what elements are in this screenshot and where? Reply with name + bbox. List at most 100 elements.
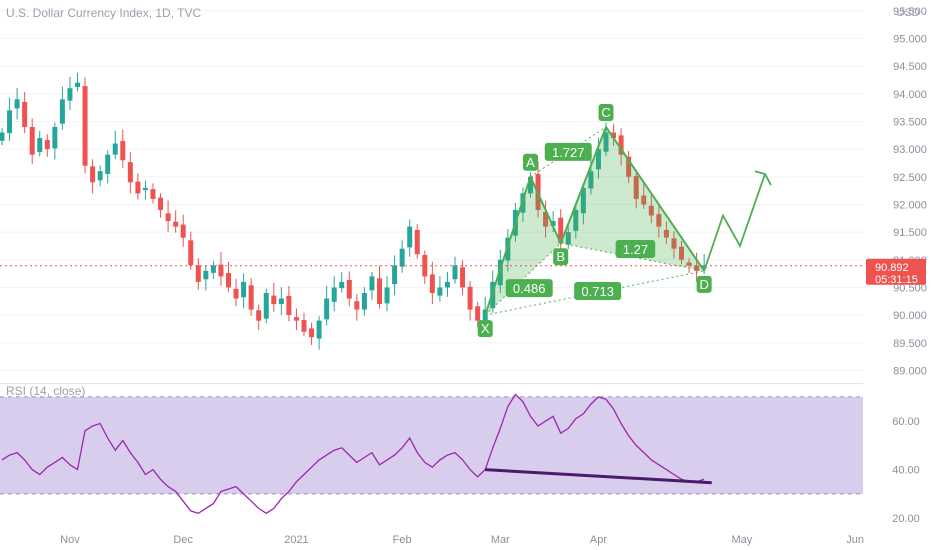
candle[interactable] bbox=[354, 293, 360, 321]
price-axis[interactable]: 95.500 95.000 94.500 94.000 93.500 93.000 92.5… bbox=[893, 6, 927, 378]
candle[interactable] bbox=[75, 72, 80, 92]
candle[interactable] bbox=[180, 214, 186, 248]
harmonic-pattern[interactable]: X A B C D 1.727 0.486 1.27 0.713 bbox=[477, 103, 712, 338]
candle[interactable] bbox=[286, 285, 292, 322]
candle[interactable] bbox=[444, 271, 450, 297]
candle[interactable] bbox=[67, 76, 73, 111]
candle[interactable] bbox=[422, 250, 428, 285]
divergence-line[interactable] bbox=[485, 468, 712, 485]
candle[interactable] bbox=[22, 92, 28, 134]
candle[interactable] bbox=[656, 204, 662, 238]
candle[interactable] bbox=[339, 271, 345, 293]
pattern-point-d[interactable]: D bbox=[696, 275, 712, 293]
candle[interactable] bbox=[467, 280, 473, 321]
candle[interactable] bbox=[82, 77, 88, 174]
rsi-axis[interactable]: 60.00 40.00 20.00 bbox=[892, 416, 920, 525]
candle[interactable] bbox=[369, 271, 375, 300]
candle[interactable] bbox=[233, 278, 239, 307]
candle[interactable] bbox=[648, 194, 654, 224]
candle[interactable] bbox=[611, 123, 617, 146]
candle[interactable] bbox=[195, 258, 201, 290]
candle[interactable] bbox=[407, 219, 413, 257]
candle[interactable] bbox=[641, 182, 647, 209]
candle[interactable] bbox=[663, 221, 669, 244]
candle[interactable] bbox=[29, 118, 35, 165]
candle[interactable] bbox=[59, 86, 65, 130]
candle[interactable] bbox=[226, 261, 231, 292]
candle[interactable] bbox=[97, 165, 103, 187]
candle[interactable] bbox=[52, 122, 58, 160]
candle[interactable] bbox=[263, 288, 269, 324]
candle[interactable] bbox=[324, 285, 330, 326]
candle[interactable] bbox=[278, 287, 284, 316]
candle[interactable] bbox=[90, 159, 96, 194]
candle[interactable] bbox=[203, 265, 209, 291]
candle[interactable] bbox=[618, 128, 624, 166]
candle[interactable] bbox=[452, 256, 458, 284]
candle[interactable] bbox=[0, 128, 5, 146]
main-panel[interactable]: X A B C D 1.727 0.486 1.27 0.713 bbox=[0, 0, 863, 383]
rsi-panel[interactable]: RSI (14, close) bbox=[0, 384, 863, 515]
candle[interactable] bbox=[301, 312, 307, 337]
candle[interactable] bbox=[475, 301, 481, 327]
candle[interactable] bbox=[316, 316, 322, 350]
candle[interactable] bbox=[158, 193, 164, 218]
candle[interactable] bbox=[694, 252, 700, 282]
candle[interactable] bbox=[150, 183, 156, 204]
candle[interactable] bbox=[165, 200, 171, 233]
pattern-point-b[interactable]: B bbox=[553, 248, 569, 266]
pattern-ratio[interactable]: 1.27 bbox=[615, 240, 656, 259]
candle[interactable] bbox=[414, 224, 420, 259]
candle[interactable] bbox=[573, 204, 579, 239]
candle[interactable] bbox=[633, 171, 639, 209]
candle[interactable] bbox=[309, 322, 315, 346]
candle[interactable] bbox=[346, 271, 352, 307]
candle[interactable] bbox=[686, 258, 692, 274]
candle[interactable] bbox=[218, 251, 224, 286]
candle[interactable] bbox=[701, 253, 707, 275]
candle[interactable] bbox=[112, 130, 118, 160]
candle[interactable] bbox=[256, 304, 262, 331]
candle[interactable] bbox=[248, 278, 254, 316]
candle[interactable] bbox=[293, 308, 299, 331]
pattern-ratio[interactable]: 0.486 bbox=[505, 279, 553, 298]
candle[interactable] bbox=[543, 200, 549, 238]
candle[interactable] bbox=[7, 97, 13, 141]
candle[interactable] bbox=[565, 224, 571, 249]
candle[interactable] bbox=[44, 134, 50, 157]
pattern-point-a[interactable]: A bbox=[523, 153, 538, 171]
candle[interactable] bbox=[210, 260, 216, 279]
candle[interactable] bbox=[142, 180, 148, 200]
pattern-ratio[interactable]: 0.713 bbox=[574, 281, 622, 300]
pattern-ratio[interactable]: 1.727 bbox=[544, 142, 592, 161]
candle-body bbox=[120, 140, 126, 161]
candle[interactable] bbox=[626, 150, 632, 183]
candle[interactable] bbox=[105, 150, 111, 184]
candle[interactable] bbox=[241, 273, 247, 309]
candle[interactable] bbox=[361, 287, 367, 316]
pattern-point-x[interactable]: X bbox=[477, 320, 493, 338]
candle[interactable] bbox=[127, 152, 133, 194]
candle[interactable] bbox=[679, 240, 684, 265]
candle[interactable] bbox=[331, 276, 337, 312]
candle[interactable] bbox=[377, 265, 382, 309]
candle[interactable] bbox=[271, 282, 277, 312]
candle[interactable] bbox=[173, 210, 179, 233]
candle[interactable] bbox=[120, 129, 126, 168]
candle[interactable] bbox=[37, 130, 43, 157]
candle[interactable] bbox=[437, 276, 443, 302]
candle[interactable] bbox=[671, 231, 677, 259]
pattern-point-c[interactable]: C bbox=[598, 103, 614, 121]
candle[interactable] bbox=[384, 276, 390, 312]
candle[interactable] bbox=[188, 231, 194, 270]
candle[interactable] bbox=[14, 87, 20, 120]
time-tick-label: Dec bbox=[173, 534, 193, 546]
candle[interactable] bbox=[460, 260, 466, 296]
time-axis[interactable]: Nov Dec 2021 Feb Mar Apr May Jun bbox=[60, 534, 864, 546]
candle[interactable] bbox=[135, 173, 141, 200]
candle[interactable] bbox=[392, 255, 398, 296]
candle[interactable] bbox=[429, 261, 435, 305]
candle[interactable] bbox=[580, 183, 586, 225]
candle[interactable] bbox=[399, 240, 405, 273]
